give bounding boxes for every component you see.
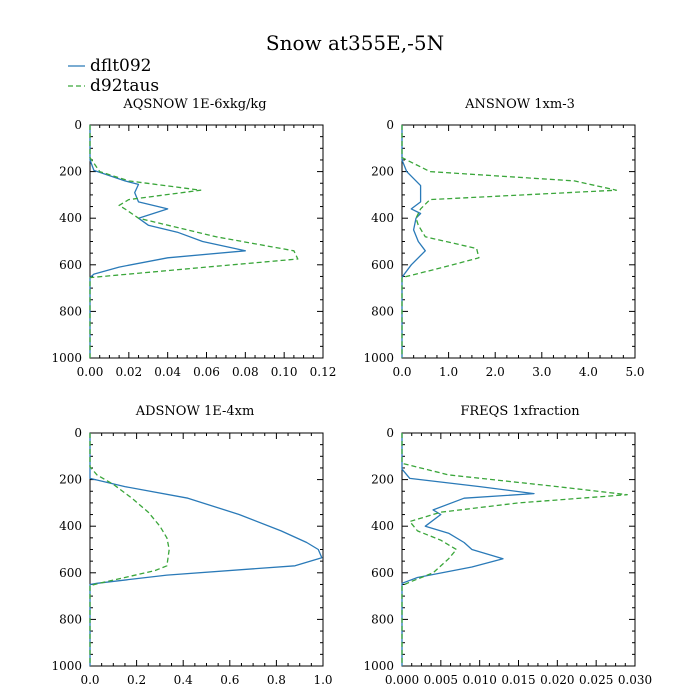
panel-title: FREQS 1xfraction <box>460 404 580 419</box>
x-tick-label: 2.0 <box>486 365 505 379</box>
y-tick-label: 0 <box>386 118 394 132</box>
y-tick-label: 600 <box>59 258 82 272</box>
x-tick-label: 0.0 <box>392 365 411 379</box>
x-tick-label: 0.4 <box>174 673 193 687</box>
x-tick-label: 0.8 <box>267 673 286 687</box>
series-line-dflt092 <box>89 433 323 666</box>
y-tick-label: 200 <box>371 473 394 487</box>
x-tick-label: 0.025 <box>579 673 613 687</box>
y-tick-label: 600 <box>371 566 394 580</box>
x-tick-label: 0.0 <box>80 673 99 687</box>
figure-title: Snow at355E,-5N <box>266 31 444 55</box>
y-tick-label: 0 <box>386 426 394 440</box>
y-tick-label: 800 <box>371 304 394 318</box>
series-line-dflt092 <box>401 433 535 666</box>
x-tick-label: 5.0 <box>625 365 644 379</box>
x-tick-label: 0.08 <box>232 365 259 379</box>
x-tick-label: 1.0 <box>439 365 458 379</box>
y-tick-label: 400 <box>59 211 82 225</box>
x-tick-label: 3.0 <box>532 365 551 379</box>
panel-title: ADSNOW 1E-4xm <box>135 404 255 419</box>
legend: dflt092 d92taus <box>68 56 159 96</box>
y-tick-label: 1000 <box>363 659 394 673</box>
y-tick-label: 0 <box>74 118 82 132</box>
x-tick-label: 1.0 <box>313 673 332 687</box>
legend-label-d92taus: d92taus <box>90 76 159 96</box>
x-tick-label: 0.020 <box>540 673 574 687</box>
x-tick-label: 0.10 <box>271 365 298 379</box>
y-tick-label: 800 <box>59 612 82 626</box>
x-tick-label: 0.005 <box>424 673 458 687</box>
y-tick-label: 1000 <box>51 351 82 365</box>
x-tick-label: 4.0 <box>579 365 598 379</box>
legend-label-dflt092: dflt092 <box>90 56 152 76</box>
x-tick-label: 0.030 <box>618 673 652 687</box>
series-line-d92taus <box>401 125 618 358</box>
plot-frame <box>401 124 636 359</box>
y-tick-label: 1000 <box>51 659 82 673</box>
y-tick-label: 400 <box>371 519 394 533</box>
x-tick-label: 0.06 <box>193 365 220 379</box>
x-tick-label: 0.00 <box>77 365 104 379</box>
y-tick-label: 600 <box>59 566 82 580</box>
y-tick-label: 200 <box>371 165 394 179</box>
y-tick-label: 200 <box>59 165 82 179</box>
x-tick-label: 0.000 <box>385 673 419 687</box>
y-tick-label: 1000 <box>363 351 394 365</box>
x-tick-label: 0.010 <box>462 673 496 687</box>
plot-frame <box>401 432 636 667</box>
y-tick-label: 600 <box>371 258 394 272</box>
panel-title: AQSNOW 1E-6xkg/kg <box>122 97 266 112</box>
x-tick-label: 0.02 <box>115 365 142 379</box>
series-line-d92taus <box>89 125 299 358</box>
x-tick-label: 0.6 <box>220 673 239 687</box>
x-tick-label: 0.2 <box>127 673 146 687</box>
series-line-d92taus <box>401 433 628 666</box>
x-tick-label: 0.04 <box>154 365 181 379</box>
plot-frame <box>89 124 324 359</box>
x-tick-label: 0.015 <box>501 673 535 687</box>
y-tick-label: 800 <box>59 304 82 318</box>
x-tick-label: 0.12 <box>310 365 337 379</box>
series-line-dflt092 <box>89 125 246 358</box>
plot-frame <box>89 432 324 667</box>
series-line-dflt092 <box>401 125 426 358</box>
panel-title: ANSNOW 1xm-3 <box>464 97 575 112</box>
y-tick-label: 0 <box>74 426 82 440</box>
y-tick-label: 400 <box>59 519 82 533</box>
y-tick-label: 800 <box>371 612 394 626</box>
y-tick-label: 400 <box>371 211 394 225</box>
y-tick-label: 200 <box>59 473 82 487</box>
series-line-d92taus <box>89 433 170 666</box>
